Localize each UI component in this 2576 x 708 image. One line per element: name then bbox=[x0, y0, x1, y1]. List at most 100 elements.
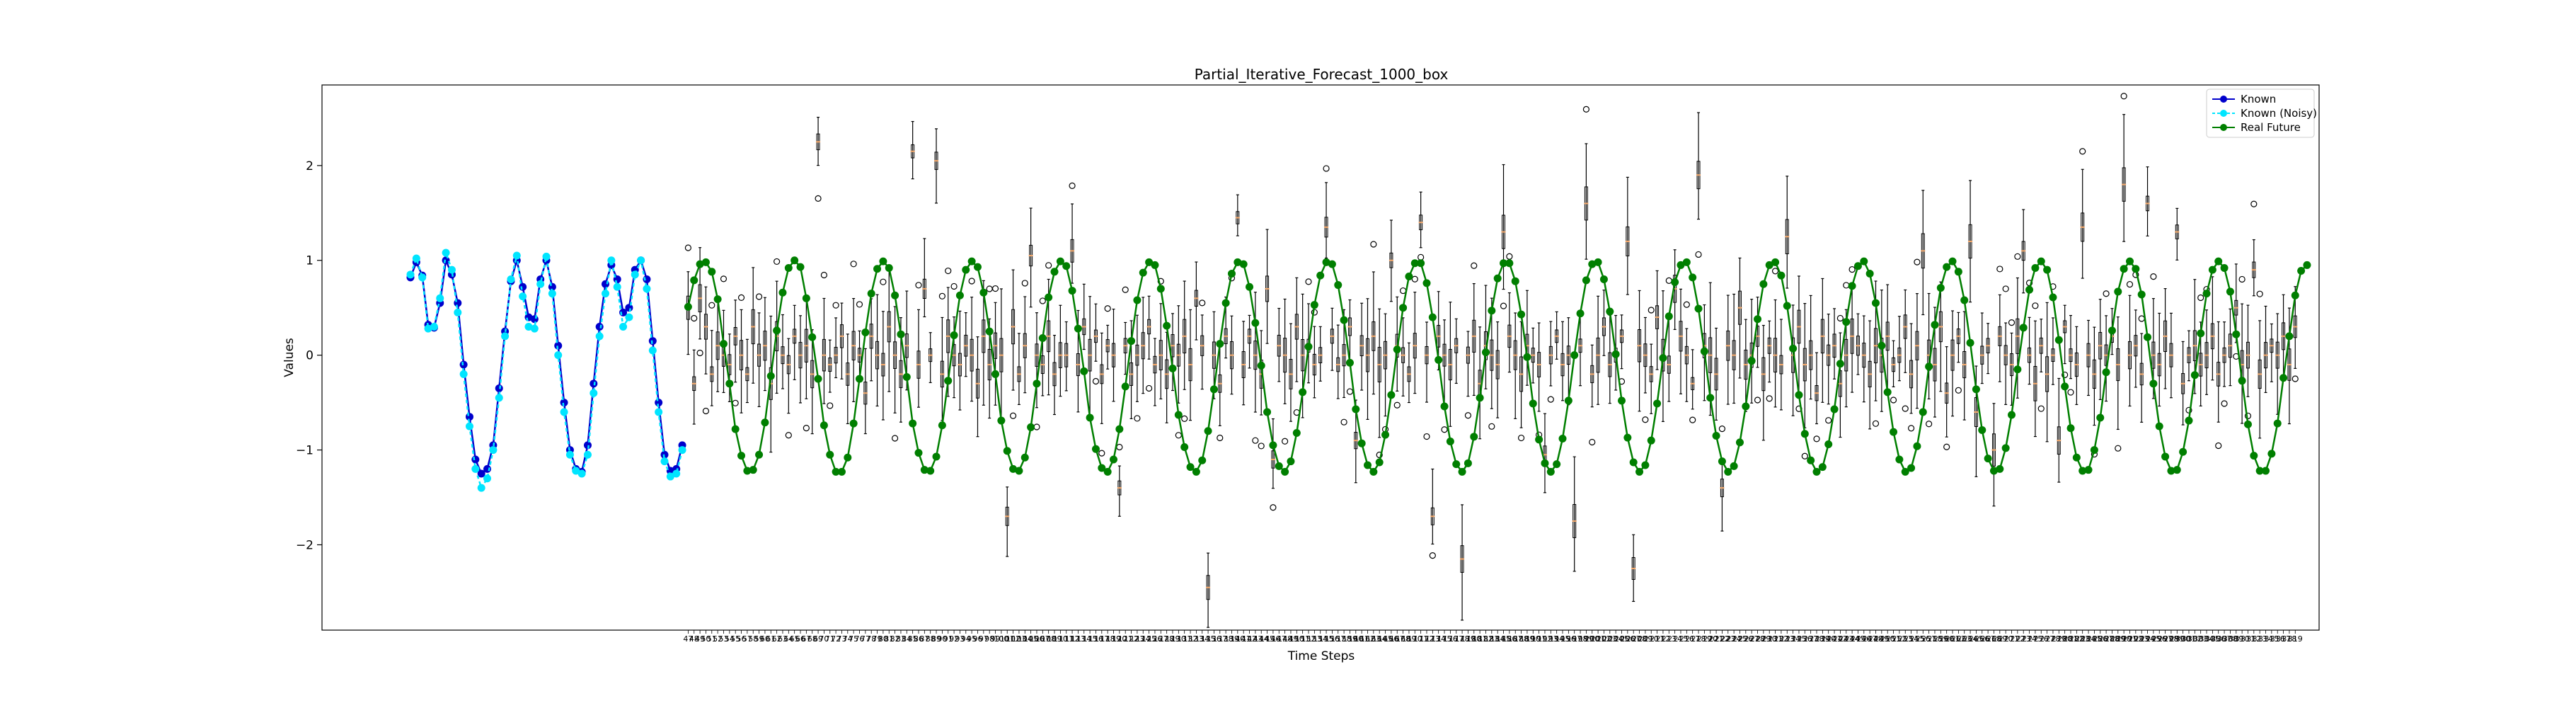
boxplot bbox=[1962, 311, 1967, 421]
x-tick-label: 143 bbox=[1248, 634, 1263, 644]
boxplot bbox=[1448, 302, 1453, 427]
data-point-known-noisy bbox=[583, 450, 592, 459]
data-point-real-future bbox=[2019, 324, 2028, 332]
x-tick-label: 156 bbox=[1325, 634, 1340, 644]
boxplot bbox=[708, 302, 715, 406]
data-point-real-future bbox=[1127, 337, 1136, 346]
boxplot-flier bbox=[2025, 280, 2033, 287]
boxplot-flier bbox=[2079, 148, 2086, 155]
data-point-real-future bbox=[1730, 462, 1738, 470]
x-tick-label: 201 bbox=[1591, 634, 1606, 644]
x-tick-label: 87 bbox=[919, 634, 929, 644]
boxplot bbox=[1631, 534, 1636, 603]
data-point-known-noisy bbox=[406, 270, 415, 279]
legend-label-known-noisy: Known (Noisy) bbox=[2241, 107, 2317, 120]
boxplot bbox=[2175, 207, 2180, 261]
x-tick-label: 125 bbox=[1142, 634, 1156, 644]
x-tick-label: 73 bbox=[836, 634, 846, 644]
data-point-known bbox=[648, 337, 657, 346]
data-point-real-future bbox=[2114, 287, 2122, 296]
x-tick-label: 159 bbox=[1342, 634, 1357, 644]
data-point-real-future bbox=[1529, 399, 1537, 408]
x-tick-label: 272 bbox=[2010, 634, 2025, 644]
x-tick-label: 76 bbox=[855, 634, 865, 644]
boxplot bbox=[2180, 341, 2185, 426]
boxplot bbox=[1005, 486, 1010, 557]
boxplot bbox=[1277, 307, 1282, 382]
x-tick-label: 196 bbox=[1561, 634, 1576, 644]
boxplot bbox=[1282, 298, 1289, 445]
data-point-real-future bbox=[1074, 324, 1082, 333]
boxplot bbox=[2062, 304, 2069, 379]
boxplot bbox=[1921, 190, 1926, 316]
data-point-real-future bbox=[914, 449, 923, 457]
x-tick-label: 191 bbox=[1531, 634, 1546, 644]
x-tick-label: 167 bbox=[1390, 634, 1405, 644]
boxplot bbox=[1618, 314, 1626, 385]
data-point-real-future bbox=[1045, 293, 1053, 302]
boxplot-flier bbox=[2250, 200, 2258, 207]
data-point-real-future bbox=[1050, 268, 1059, 276]
boxplot bbox=[1991, 403, 1996, 507]
boxplot bbox=[1365, 298, 1370, 420]
x-tick-label: 67 bbox=[801, 634, 811, 644]
data-point-known-noisy bbox=[666, 472, 674, 481]
boxplot bbox=[1265, 229, 1270, 344]
data-point-real-future bbox=[1795, 391, 1803, 399]
data-point-real-future bbox=[790, 256, 799, 265]
x-tick-label: 256 bbox=[1916, 634, 1931, 644]
x-tick-label: 286 bbox=[2093, 634, 2108, 644]
boxplot-flier bbox=[1376, 451, 1383, 459]
data-point-real-future bbox=[985, 327, 994, 336]
x-tick-label: 88 bbox=[926, 634, 936, 644]
x-tick-label: 130 bbox=[1171, 634, 1186, 644]
x-tick-label: 72 bbox=[831, 634, 841, 644]
x-tick-label: 318 bbox=[2282, 634, 2296, 644]
boxplot-flier bbox=[2215, 442, 2222, 450]
data-point-real-future bbox=[885, 263, 893, 272]
data-point-real-future bbox=[2031, 263, 2040, 272]
x-tick-label: 253 bbox=[1898, 634, 1913, 644]
boxplot bbox=[1582, 105, 1590, 260]
x-tick-label: 119 bbox=[1106, 634, 1121, 644]
x-axis-label: Time Steps bbox=[1287, 649, 1355, 663]
data-point-real-future bbox=[731, 425, 740, 433]
boxplot bbox=[2032, 302, 2039, 438]
x-tick-label: 242 bbox=[1833, 634, 1848, 644]
boxplot bbox=[1252, 292, 1259, 444]
data-point-real-future bbox=[1481, 348, 1490, 357]
x-tick-label: 265 bbox=[1969, 634, 1984, 644]
data-point-real-future bbox=[1340, 316, 1348, 324]
series-known-noisy bbox=[406, 249, 686, 492]
legend-marker-known-noisy bbox=[2220, 110, 2227, 117]
x-tick-label: 202 bbox=[1597, 634, 1611, 644]
boxplot bbox=[963, 312, 968, 377]
data-point-real-future bbox=[2072, 453, 2081, 462]
x-tick-label: 168 bbox=[1396, 634, 1410, 644]
x-tick-label: 193 bbox=[1543, 634, 1558, 644]
data-point-known-noisy bbox=[436, 294, 444, 302]
boxplot bbox=[1111, 308, 1116, 402]
data-point-real-future bbox=[2250, 452, 2258, 460]
data-point-real-future bbox=[1287, 457, 1295, 466]
x-tick-label: 180 bbox=[1466, 634, 1481, 644]
boxplot-flier bbox=[684, 244, 691, 251]
x-tick-label: 246 bbox=[1856, 634, 1871, 644]
x-tick-label: 200 bbox=[1585, 634, 1599, 644]
boxplot bbox=[1642, 316, 1649, 423]
boxplot bbox=[832, 302, 839, 379]
boxplot bbox=[1602, 290, 1606, 356]
x-tick-label: 237 bbox=[1803, 634, 1818, 644]
data-point-real-future bbox=[1818, 463, 1827, 472]
data-point-known-noisy bbox=[424, 324, 432, 333]
x-tick-label: 64 bbox=[783, 634, 793, 644]
data-point-real-future bbox=[1606, 307, 1614, 316]
x-tick-label: 98 bbox=[984, 634, 994, 644]
data-point-real-future bbox=[2190, 371, 2199, 379]
data-point-real-future bbox=[1706, 394, 1715, 402]
boxplot bbox=[1986, 323, 1991, 375]
boxplot bbox=[1737, 257, 1742, 379]
x-tick-label: 60 bbox=[760, 634, 770, 644]
x-tick-label: 179 bbox=[1461, 634, 1476, 644]
data-point-real-future bbox=[1789, 344, 1798, 353]
